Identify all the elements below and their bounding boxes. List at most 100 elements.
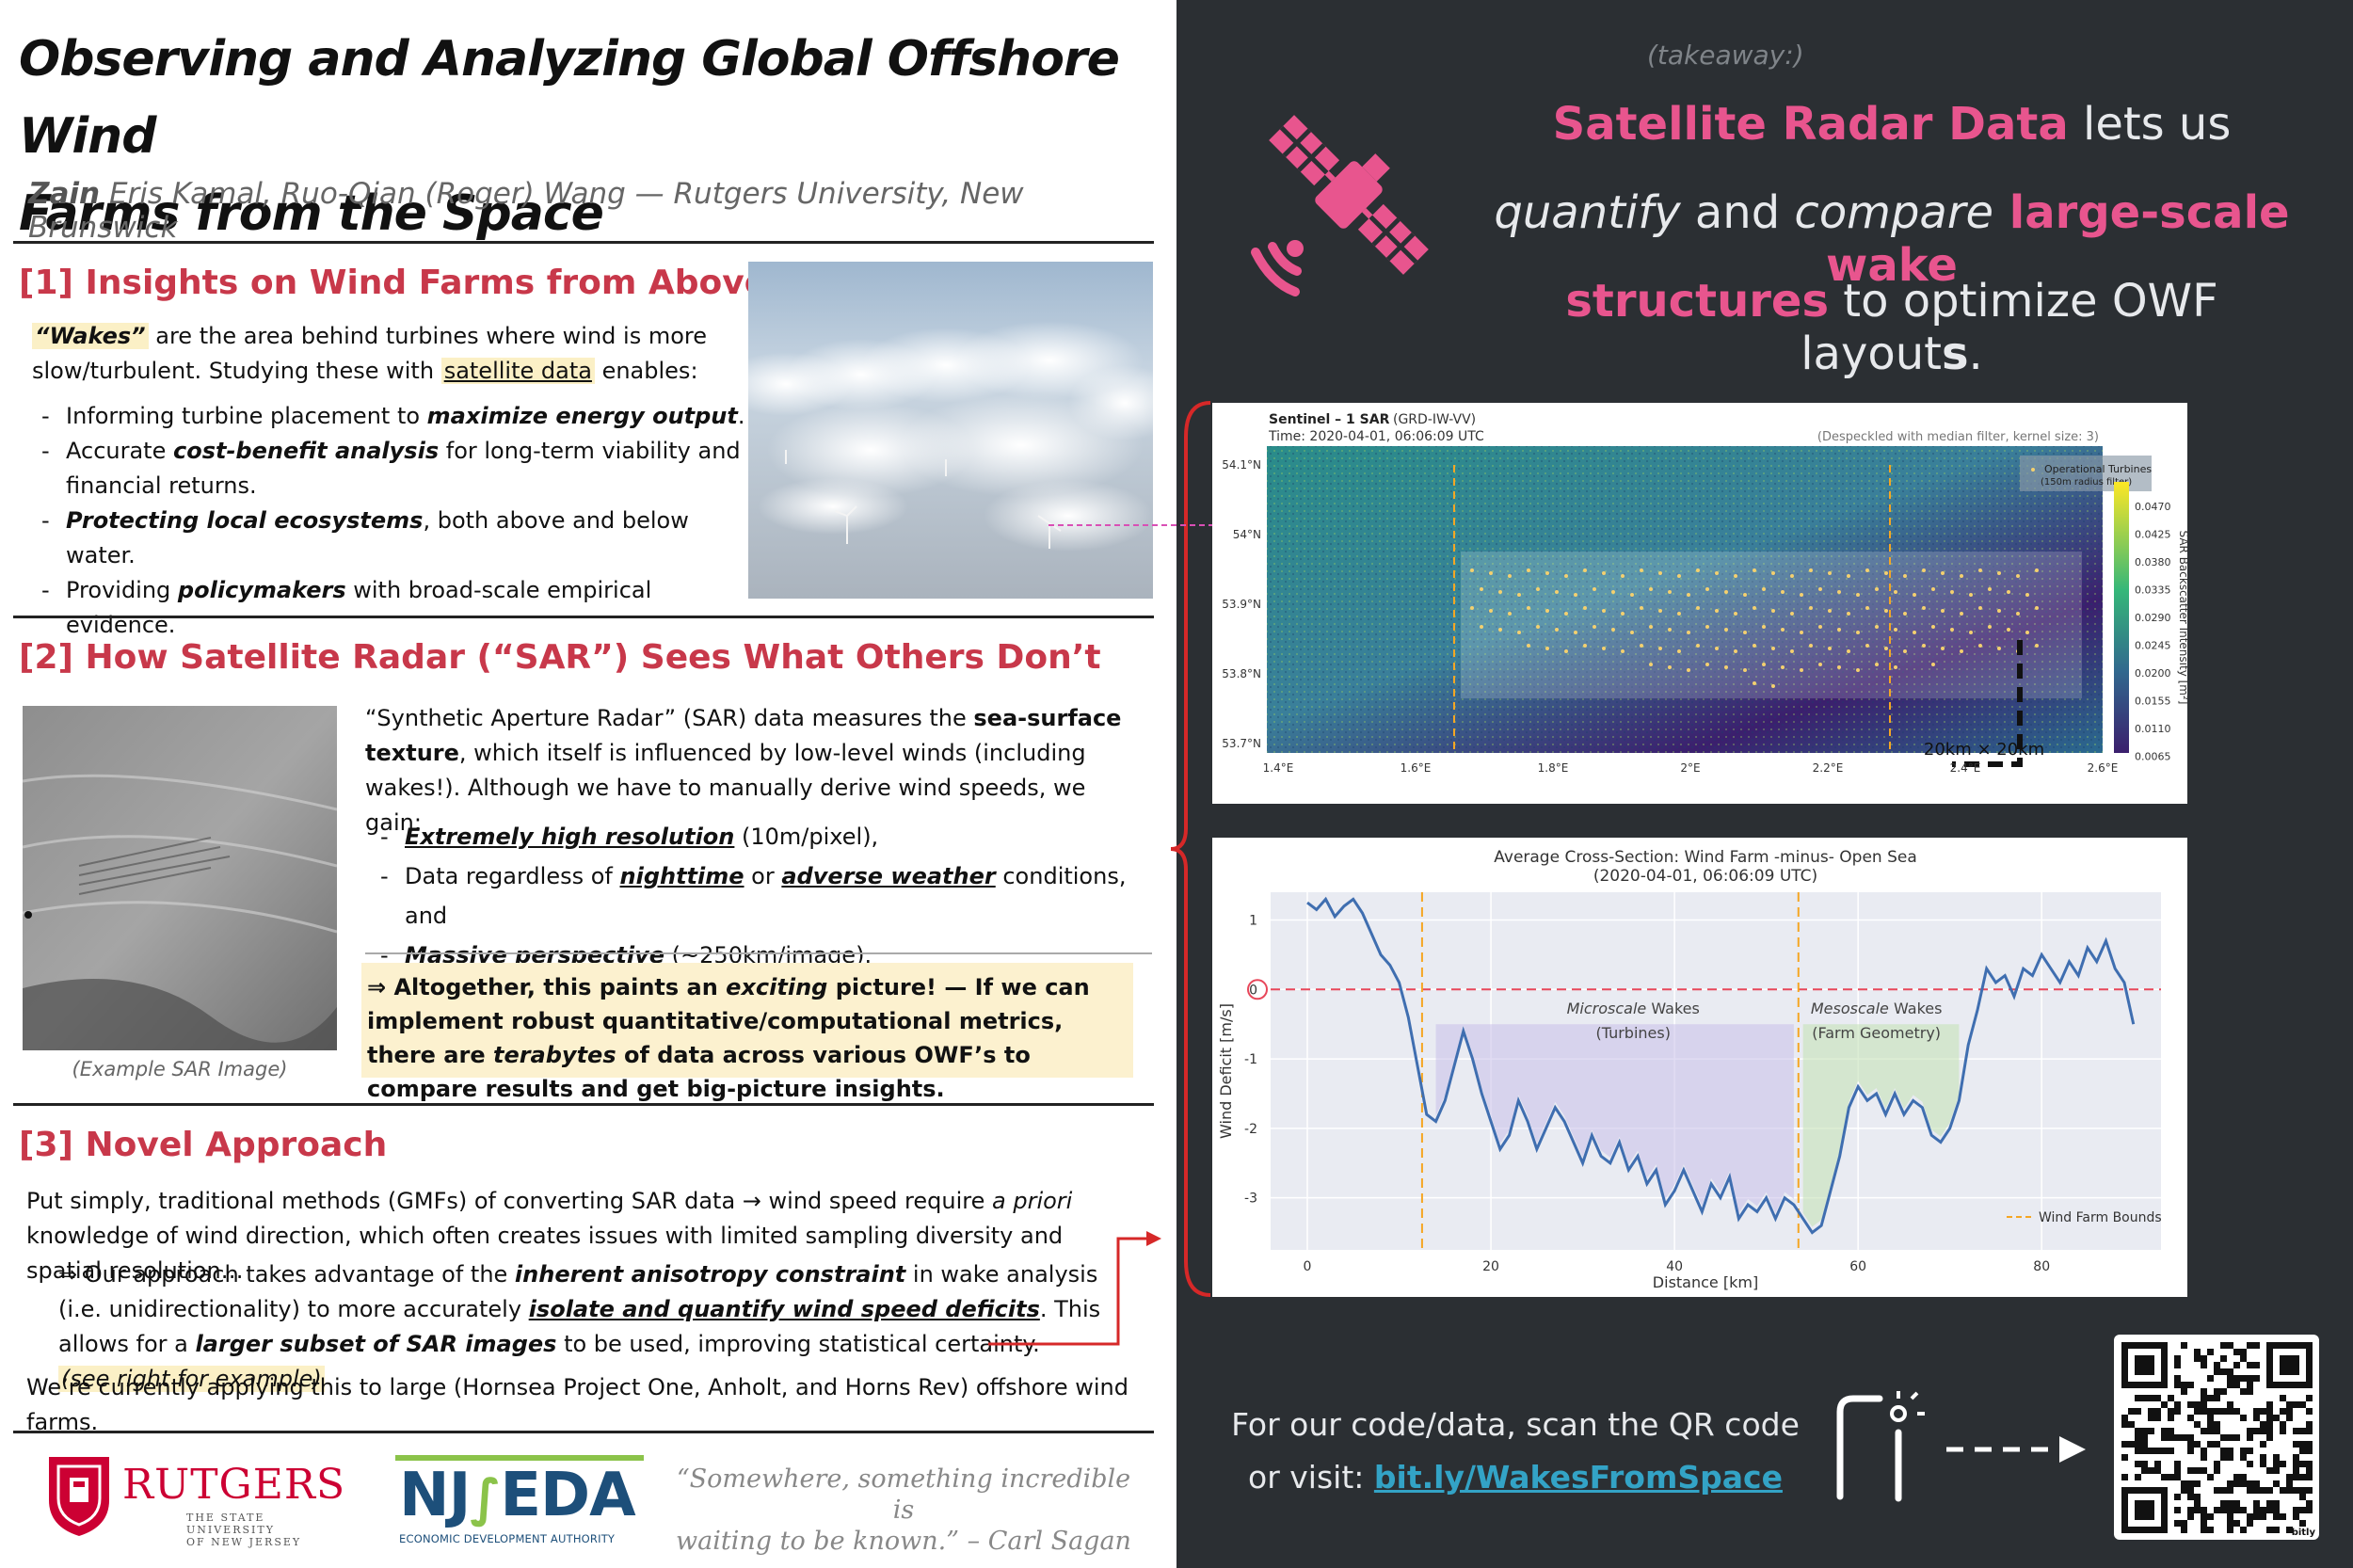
wakes-term: “Wakes” (32, 323, 149, 349)
qr-module (2260, 1461, 2266, 1467)
x-ticks: 0 20 40 60 80 (1304, 1259, 2051, 1274)
section1-title: [1] Insights on Wind Farms from Above (19, 264, 768, 302)
qr-module (2174, 1375, 2181, 1382)
qr-module (2306, 1461, 2313, 1467)
qr-module (2247, 1388, 2253, 1395)
colorbar-tick-label: 0.0335 (2135, 584, 2171, 597)
qr-module (2247, 1480, 2253, 1487)
qr-module (2220, 1500, 2227, 1507)
divider (365, 952, 1152, 954)
qr-module (2233, 1434, 2240, 1441)
annotation-em: Mesoscale (1811, 1000, 1889, 1017)
wakes-from-space-link[interactable]: bit.ly/WakesFromSpace (1373, 1459, 1783, 1496)
annotation-mesoscale: Mesoscale Wakes (1811, 1000, 1943, 1017)
qr-module (2141, 1395, 2148, 1401)
qr-module (2253, 1408, 2260, 1415)
turbine-dot (1856, 631, 1860, 634)
qr-module (2299, 1487, 2306, 1494)
turbine-dot (1837, 628, 1841, 632)
turbine-dot (2007, 590, 2010, 594)
turbine-dot (1818, 587, 1822, 591)
turbine-dot (1931, 587, 1935, 591)
qr-module (2227, 1448, 2233, 1454)
turbine-dot (1715, 609, 1719, 613)
qr-module (2286, 1487, 2293, 1494)
qr-module (2187, 1415, 2194, 1421)
section1-intro-b: slow/turbulent. Studying these with (32, 358, 441, 384)
lon-tick-label: 1.6°E (1401, 761, 1432, 775)
turbine-dot (2035, 644, 2039, 648)
turbine-dot (1894, 665, 1897, 669)
bullet-text: Data regardless of (405, 863, 620, 889)
turbine-dot (1913, 593, 1916, 597)
turbine-dot (1828, 571, 1832, 575)
qr-module (2161, 1401, 2168, 1408)
turbine-dot (1931, 625, 1935, 629)
qr-module (2194, 1467, 2201, 1474)
turbine-dot (1705, 663, 1709, 666)
turbine-dot (1978, 644, 1982, 648)
turbine-dot (1753, 644, 1756, 648)
qr-module (2214, 1428, 2220, 1434)
lon-tick-label: 1.4°E (1263, 761, 1294, 775)
turbine-dot (1875, 663, 1879, 666)
qr-module (2260, 1513, 2266, 1520)
lat-tick-label: 54.1°N (1222, 458, 1261, 472)
turbine-dot (1696, 568, 1700, 572)
qr-module (2293, 1507, 2299, 1513)
y-tick-label: -1 (1244, 1052, 1257, 1067)
qr-module (2240, 1527, 2247, 1533)
turbine-dot (1743, 668, 1747, 672)
qr-finder-core (2135, 1355, 2154, 1375)
qr-module (2253, 1487, 2260, 1494)
qr-module (2220, 1448, 2227, 1454)
turbine-dot (1997, 609, 2001, 613)
qr-module (2187, 1441, 2194, 1448)
turbine-dot (1593, 625, 1596, 629)
qr-module (2187, 1382, 2194, 1388)
qr-module (2240, 1480, 2247, 1487)
qr-module (2174, 1461, 2181, 1467)
sar-map-legend (2020, 456, 2152, 491)
turbine-dot (1536, 625, 1540, 629)
qr-module (2154, 1415, 2161, 1421)
section1-intro-c: enables: (594, 358, 698, 384)
qr-module (2201, 1507, 2207, 1513)
qr-module (2194, 1494, 2201, 1500)
turbine-dot (2035, 568, 2039, 572)
qr-module (2220, 1388, 2227, 1395)
author-lead: Zain (28, 177, 101, 211)
turbine-dot (1705, 587, 1709, 591)
lat-ticks: 54.1°N 54°N 53.9°N 53.8°N 53.7°N (1222, 458, 1261, 750)
qr-module (2266, 1500, 2273, 1507)
qr-module (2273, 1467, 2280, 1474)
turbine-dot (1865, 606, 1869, 610)
rutgers-logo: RUTGERS THE STATE UNIVERSITY OF NEW JERSE… (45, 1453, 346, 1548)
turbine-dot (1583, 644, 1587, 648)
lat-tick-label: 53.9°N (1222, 598, 1261, 611)
list-item: Protecting local ecosystems, both above … (28, 504, 748, 573)
turbine-dot (1818, 663, 1822, 666)
turbine-dot (1875, 625, 1879, 629)
turbine-dot (1790, 612, 1794, 616)
lon-tick-label: 2.6°E (2088, 761, 2119, 775)
qr-module (2227, 1507, 2233, 1513)
qr-module (2266, 1408, 2273, 1415)
qr-module (2214, 1507, 2220, 1513)
turbine-dot (1593, 587, 1596, 591)
qr-module (2306, 1507, 2313, 1513)
sar-legend-sublabel: (150m radius filter) (2041, 477, 2132, 488)
qr-module (2207, 1513, 2214, 1520)
qr-module (2201, 1448, 2207, 1454)
takeaway-text: lets us (2068, 98, 2232, 151)
turbine-dot (1489, 609, 1493, 613)
turbine-dot (1545, 647, 1549, 650)
qr-module (2247, 1520, 2253, 1527)
qr-code[interactable]: bitly (2114, 1335, 2319, 1540)
qr-module (2247, 1362, 2253, 1368)
turbine-dot (1583, 606, 1587, 610)
lon-ticks: 1.4°E 1.6°E 1.8°E 2°E 2.2°E 2.4°E 2.6°E (1263, 761, 2119, 775)
quote-line: waiting to be known.” – Carl Sagan (676, 1527, 1131, 1556)
qr-module (2286, 1474, 2293, 1480)
turbine-dot (1640, 568, 1643, 572)
